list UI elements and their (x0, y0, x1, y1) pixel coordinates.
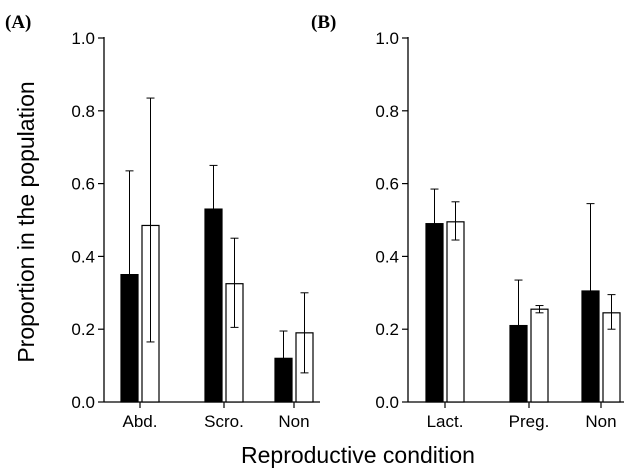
y-tick-label: 0.0 (71, 393, 95, 412)
error-bar (451, 201, 460, 241)
y-tick-label: 0.4 (71, 247, 95, 266)
y-tick-label: 1.0 (375, 29, 399, 48)
error-bar (586, 203, 595, 378)
error-bar (300, 292, 309, 374)
x-tick-label: Scro. (204, 412, 244, 431)
y-tick-label: 0.8 (375, 102, 399, 121)
x-tick-label: Abd. (123, 412, 158, 431)
panel-label: (A) (5, 12, 31, 33)
y-tick-label: 0.6 (71, 175, 95, 194)
y-tick-label: 1.0 (71, 29, 95, 48)
y-tick-label: 0.8 (71, 102, 95, 121)
error-bar (279, 330, 288, 387)
y-tick-label: 0.2 (71, 320, 95, 339)
panel-label: (B) (311, 12, 336, 33)
error-bar (514, 279, 523, 372)
panel-b: (B) 0.0 0.2 0.4 0.6 0.8 1.0 Lact. Preg. Non (311, 12, 624, 431)
error-bar (146, 97, 155, 343)
error-bar (125, 170, 134, 374)
y-tick-label: 0.0 (375, 393, 399, 412)
y-tick-label: 0.2 (375, 320, 399, 339)
bar-open (446, 221, 465, 403)
x-tick-label: Lact. (427, 412, 464, 431)
x-axis-title: Reproductive condition (241, 442, 475, 468)
y-tick-label: 0.4 (375, 247, 399, 266)
panel-a: (A) 0.0 0.2 0.4 0.6 0.8 1.0 Abd. Scro. Non (5, 12, 320, 431)
error-bar (535, 305, 544, 314)
error-bar (607, 294, 616, 330)
x-tick-label: Non (278, 412, 309, 431)
x-tick-label: Preg. (509, 412, 550, 431)
error-bar (230, 237, 239, 328)
x-tick-label: Non (585, 412, 616, 431)
error-bar (209, 164, 218, 252)
bar-open (530, 308, 549, 403)
y-tick-label: 0.6 (375, 175, 399, 194)
y-axis-title: Proportion in the population (13, 81, 39, 362)
error-bar (430, 188, 439, 259)
